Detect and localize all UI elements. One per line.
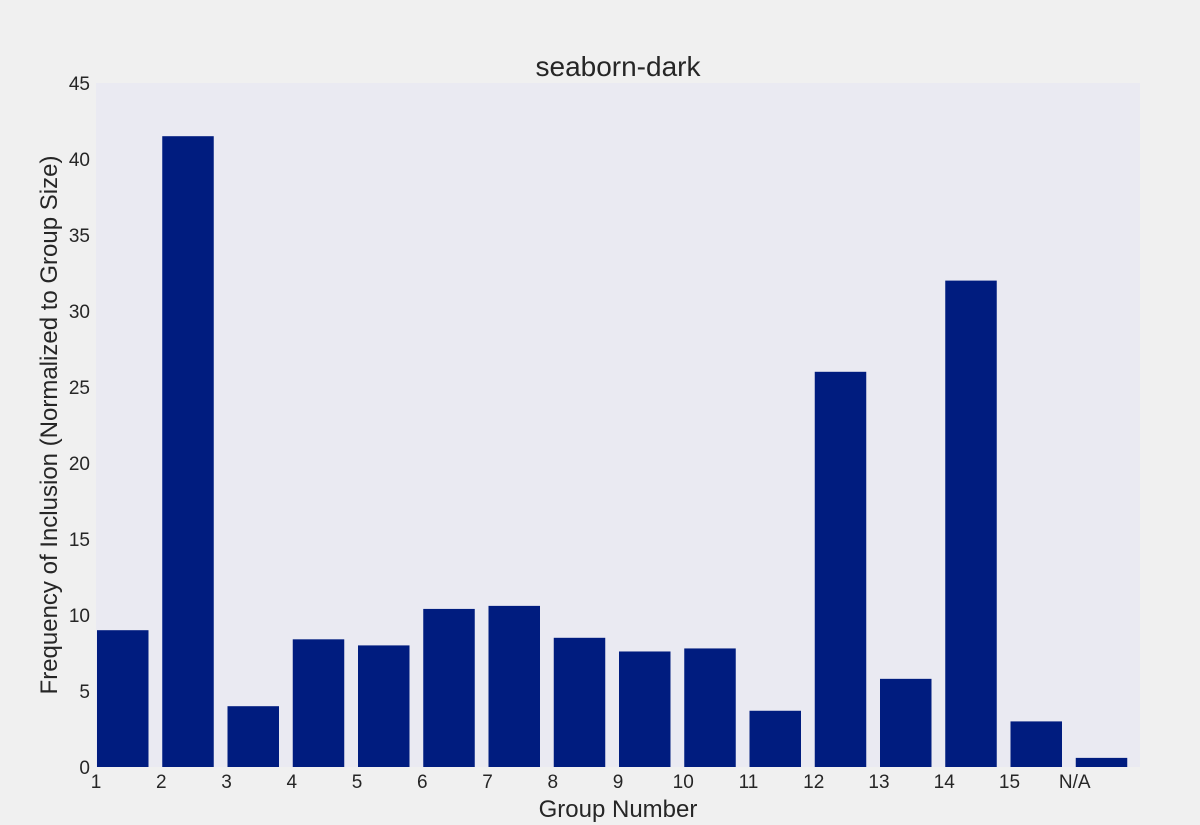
bar-3 — [227, 706, 279, 767]
x-tick-label: 6 — [417, 772, 428, 793]
bar-1 — [97, 630, 149, 767]
x-tick-label: 5 — [352, 772, 363, 793]
x-tick-label: 13 — [868, 772, 889, 793]
y-tick-label: 35 — [69, 226, 90, 247]
x-tick-labels: 1 2 3 4 5 6 7 8 9 10 11 12 13 14 15 N/A — [91, 772, 1091, 793]
bar-13 — [880, 678, 932, 767]
y-tick-label: 45 — [69, 74, 90, 95]
chart-title: seaborn-dark — [536, 51, 702, 82]
bar-14 — [945, 280, 997, 767]
bar-15 — [1010, 721, 1062, 767]
x-tick-label: 1 — [91, 772, 102, 793]
bars-group — [97, 136, 1128, 767]
bar-10 — [684, 648, 736, 767]
bar-8 — [553, 637, 606, 767]
bar-11 — [749, 710, 801, 767]
bar-4 — [292, 639, 345, 767]
y-tick-label: 0 — [79, 758, 90, 779]
x-tick-label: 15 — [999, 772, 1020, 793]
bar-6 — [423, 608, 475, 767]
x-tick-label: N/A — [1059, 772, 1091, 793]
bar-12 — [814, 371, 867, 767]
y-tick-label: 15 — [69, 530, 90, 551]
x-tick-label: 12 — [803, 772, 824, 793]
x-tick-label: 14 — [934, 772, 956, 793]
x-tick-label: 4 — [286, 772, 297, 793]
y-tick-label: 5 — [79, 682, 90, 703]
bar-9 — [619, 651, 671, 767]
y-tick-label: 30 — [69, 302, 90, 323]
bar-2 — [162, 136, 214, 767]
x-tick-label: 3 — [221, 772, 232, 793]
bar-na — [1075, 757, 1128, 767]
bar-7 — [488, 605, 540, 767]
y-tick-label: 10 — [69, 606, 90, 627]
bar-5 — [358, 645, 410, 767]
y-tick-label: 40 — [69, 150, 90, 171]
y-tick-labels: 0 5 10 15 20 25 30 35 40 45 — [69, 74, 90, 779]
x-tick-label: 11 — [739, 772, 759, 793]
x-tick-label: 10 — [673, 772, 694, 793]
x-tick-label: 7 — [482, 772, 493, 793]
x-tick-label: 9 — [613, 772, 624, 793]
x-tick-label: 2 — [156, 772, 167, 793]
y-tick-label: 20 — [69, 454, 90, 475]
y-tick-label: 25 — [69, 378, 90, 399]
y-axis-label: Frequency of Inclusion (Normalized to Gr… — [36, 156, 63, 695]
x-axis-label: Group Number — [539, 796, 698, 823]
x-tick-label: 8 — [547, 772, 558, 793]
